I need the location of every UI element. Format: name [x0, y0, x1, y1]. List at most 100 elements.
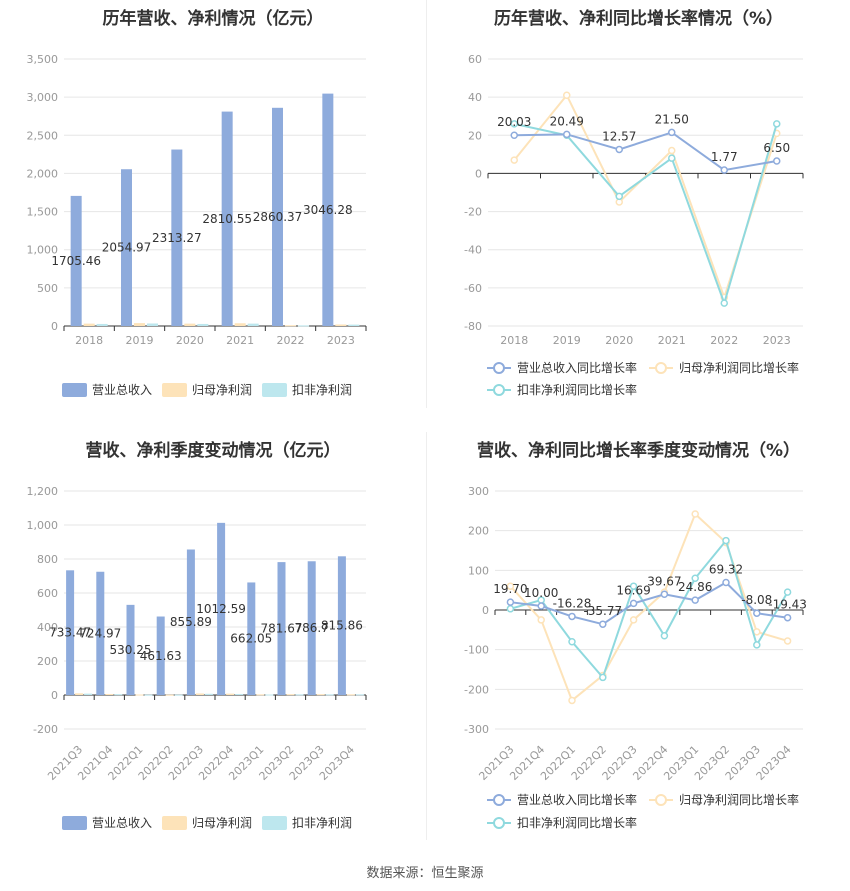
- bar-net-profit: [234, 323, 246, 326]
- legend-label: 归母净利润: [192, 816, 252, 830]
- y-tick-label: 600: [37, 587, 58, 600]
- point-value-label: 69.32: [709, 563, 743, 577]
- point-value-label: -8.08: [741, 593, 772, 607]
- bar-value-label: 733.47: [49, 626, 91, 640]
- legend-item: 扣非净利润同比增长率: [487, 815, 637, 830]
- y-tick-label: 1,000: [27, 244, 59, 257]
- x-tick-label: 2021: [658, 334, 686, 347]
- bar-net-profit: [184, 323, 196, 326]
- bar-deducted-profit: [174, 694, 183, 696]
- legend-label: 扣非净利润同比增长率: [517, 382, 637, 397]
- bar-deducted-profit: [265, 694, 274, 696]
- legend-label: 扣非净利润同比增长率: [517, 815, 637, 830]
- data-point: [563, 91, 571, 99]
- annual-growth-svg: -80 -60 -40 -20 0 20 40 60 2018 2019 2020 2021 2022 2…: [464, 53, 804, 397]
- y-tick-label: 40: [468, 91, 482, 104]
- legend-label: 营业总收入同比增长率: [517, 792, 637, 807]
- legend-item: 营业总收入: [62, 383, 152, 397]
- chart-title: 历年营收、净利同比增长率情况（%）: [493, 9, 784, 29]
- y-tick-label: -20: [464, 206, 482, 219]
- legend-item: 归母净利润同比增长率: [649, 792, 799, 807]
- data-point: [668, 146, 676, 155]
- bar-revenue: [156, 616, 165, 695]
- x-tick-label: 2022: [710, 334, 738, 347]
- y-tick-label: 0: [51, 320, 58, 333]
- data-point: [691, 510, 699, 518]
- data-point: [720, 299, 728, 307]
- data-point: [783, 613, 792, 622]
- point-value-label: 20.49: [550, 114, 584, 128]
- data-point: [773, 120, 781, 128]
- bar-deducted-profit: [204, 693, 213, 695]
- annual-amount-svg: 0 500 1,000 1,500 2,000 2,500 3,000 3,500 2018 20…: [27, 53, 367, 397]
- point-value-label: 1.77: [711, 150, 738, 164]
- data-point: [629, 599, 638, 608]
- legend-item: 营业总收入: [62, 816, 152, 830]
- legend-label: 归母净利润同比增长率: [679, 360, 799, 375]
- data-point: [668, 154, 676, 162]
- bar-net-profit: [256, 694, 265, 696]
- y-tick-label: -200: [33, 723, 58, 736]
- data-point: [537, 616, 545, 624]
- bar-deducted-profit: [114, 694, 123, 696]
- x-tick-label: 2019: [553, 334, 581, 347]
- legend-item: 扣非净利润: [262, 816, 352, 830]
- data-point: [510, 156, 518, 164]
- legend-label: 营业总收入: [92, 383, 152, 397]
- data-point: [722, 536, 730, 545]
- legend-marker-swatch: [493, 794, 505, 806]
- bar-net-profit: [316, 694, 325, 696]
- legend-item: 归母净利润同比增长率: [649, 360, 799, 375]
- bar-deducted-profit: [235, 693, 244, 695]
- y-tick-label: 200: [468, 525, 489, 538]
- bar-revenue: [247, 582, 256, 695]
- data-point: [506, 605, 515, 613]
- series-line-2: [514, 122, 778, 307]
- bar-revenue: [272, 107, 283, 326]
- data-point: [720, 166, 728, 174]
- y-tick-label: 2,500: [27, 129, 59, 142]
- legend-marker-swatch: [493, 384, 505, 396]
- y-tick-label: 20: [468, 129, 482, 142]
- legend-marker-swatch: [655, 362, 667, 374]
- bar-net-profit: [226, 693, 235, 695]
- annual-growth-chart: 历年营收、净利同比增长率情况（%） -80 -60 -40 -20 0 20 40 60 201…: [427, 0, 850, 410]
- bar-deducted-profit: [348, 324, 360, 326]
- y-tick-label: 1,500: [27, 206, 59, 219]
- bar-revenue: [221, 111, 233, 326]
- legend-item: 营业总收入同比增长率: [487, 792, 637, 807]
- bar-value-label: 1705.46: [51, 254, 101, 268]
- point-value-label: -16.28: [553, 596, 592, 610]
- y-tick-label: -300: [464, 723, 489, 736]
- bar-value-label: 662.05: [230, 632, 272, 646]
- bar-value-label: 1012.59: [196, 602, 246, 616]
- data-point: [615, 145, 623, 154]
- point-value-label: 24.86: [678, 580, 712, 594]
- y-tick-label: 200: [37, 655, 58, 668]
- bar-value-label: 786.7: [295, 621, 329, 635]
- point-value-label: 19.70: [493, 582, 527, 596]
- bar-deducted-profit: [144, 694, 153, 696]
- data-point: [510, 120, 518, 128]
- y-tick-label: 400: [37, 621, 58, 634]
- data-point: [510, 131, 518, 139]
- bar-deducted-profit: [247, 323, 259, 326]
- bar-deducted-profit: [298, 325, 309, 327]
- data-point: [599, 673, 607, 682]
- y-tick-label: 3,500: [27, 53, 59, 66]
- bar-value-label: 724.97: [79, 626, 121, 640]
- bar-value-label: 855.89: [170, 615, 212, 629]
- x-tick-label: 2020: [176, 334, 204, 347]
- legend-color-swatch: [262, 816, 287, 830]
- bar-deducted-profit: [96, 323, 108, 326]
- bar-net-profit: [286, 694, 295, 696]
- y-tick-label: 60: [468, 53, 482, 66]
- y-tick-label: -80: [464, 320, 482, 333]
- y-tick-label: -60: [464, 282, 482, 295]
- legend-label: 营业总收入同比增长率: [517, 360, 637, 375]
- annual-amount-chart: 历年营收、净利情况（亿元） 0 500 1,000 1,500 2,000 2,500 3,…: [0, 0, 426, 410]
- y-tick-label: 800: [37, 553, 58, 566]
- legend-color-swatch: [62, 816, 87, 830]
- bar-revenue: [186, 549, 195, 695]
- y-tick-label: 2,000: [27, 167, 59, 180]
